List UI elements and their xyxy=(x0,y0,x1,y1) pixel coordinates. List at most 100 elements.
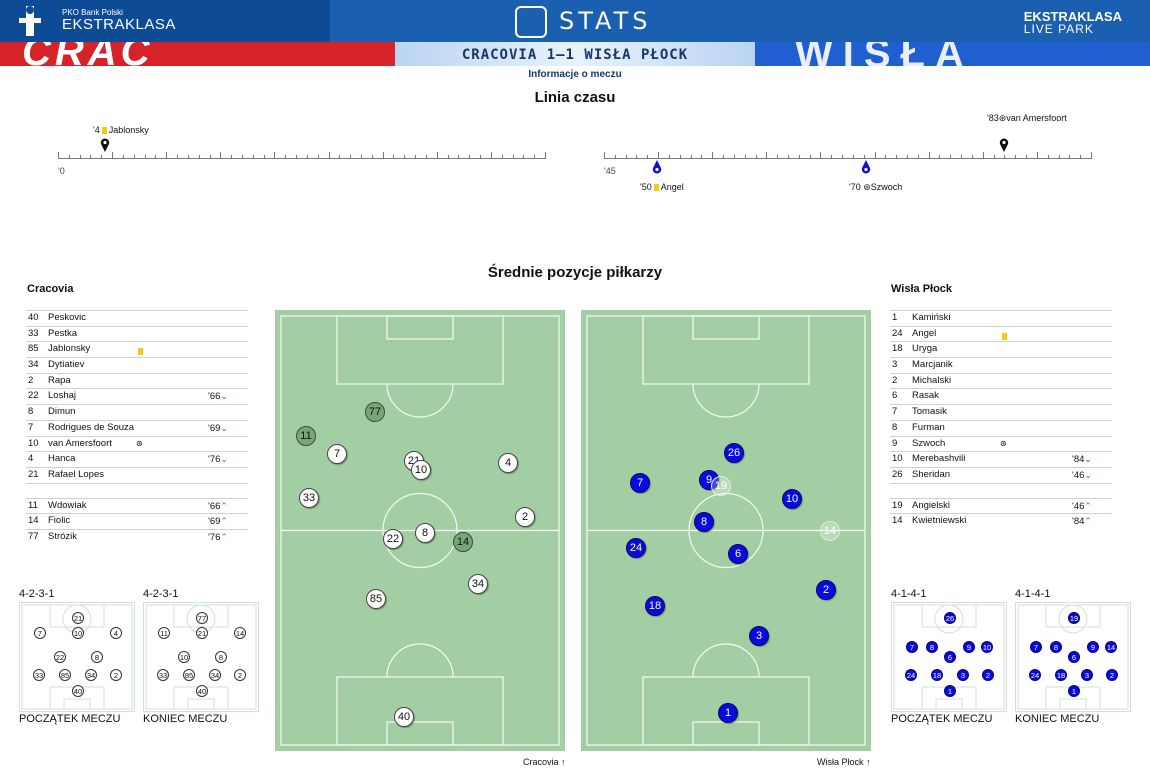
timeline-tick xyxy=(1036,152,1038,159)
player-position-marker[interactable]: 2 xyxy=(515,507,535,527)
player-name: Angielski xyxy=(912,499,951,511)
live-park-logo[interactable]: EKSTRAKLASA LIVE PARK xyxy=(1023,9,1122,36)
roster-row[interactable]: 11 Wdowiak '66⌃ xyxy=(26,497,248,514)
timeline-tick xyxy=(1004,155,1006,159)
match-info-link[interactable]: Informacje o meczu xyxy=(528,69,622,80)
player-number: 10 xyxy=(892,453,903,465)
timeline-tick xyxy=(679,155,681,159)
player-position-marker[interactable]: 18 xyxy=(645,596,665,616)
roster-row[interactable]: 26 Sheridan '46⌄ xyxy=(890,466,1112,483)
roster-row[interactable]: 6 Rasak xyxy=(890,388,1112,404)
timeline-tick xyxy=(744,155,746,159)
roster-row[interactable]: 2 Rapa xyxy=(26,372,248,389)
timeline-tick xyxy=(712,152,714,159)
roster-row[interactable]: 34 Dytiatiev xyxy=(26,357,248,373)
roster-row[interactable]: 22 Loshaj '66⌄ xyxy=(26,388,248,404)
player-position-marker[interactable]: 10 xyxy=(411,460,431,480)
player-name: Fiolic xyxy=(48,515,71,527)
roster-row[interactable]: 8 Furman xyxy=(890,419,1112,436)
roster-row[interactable]: 4 Hanca '76⌄ xyxy=(26,451,248,467)
player-position-marker[interactable]: 1 xyxy=(718,703,738,723)
formation-player-marker: 4 xyxy=(110,627,122,639)
roster-row[interactable]: 10 Merebashvili '84⌄ xyxy=(890,451,1112,467)
player-position-marker[interactable]: 6 xyxy=(728,544,748,564)
roster-row[interactable]: 14 Fiolic '69⌃ xyxy=(26,513,248,529)
away-start-formation-pitch[interactable]: 26 7 8 9 10 6 24 18 3 2 1 xyxy=(891,602,1007,712)
player-position-marker[interactable]: 11 xyxy=(296,426,316,446)
away-end-label: KONIEC MECZU xyxy=(1015,713,1100,725)
player-position-marker[interactable]: 14 xyxy=(820,521,840,541)
roster-row[interactable]: 33 Pestka xyxy=(26,325,248,342)
player-position-marker[interactable]: 4 xyxy=(498,453,518,473)
player-position-marker[interactable]: 2 xyxy=(816,580,836,600)
roster-row[interactable]: 40 Peskovic xyxy=(26,310,248,326)
player-name: Kamiński xyxy=(912,312,951,323)
roster-row[interactable]: 1 Kamiński xyxy=(890,310,1112,326)
player-number: 22 xyxy=(28,390,39,402)
formation-player-marker: 6 xyxy=(1068,651,1080,663)
home-end-formation-pitch[interactable]: 77 11 21 14 10 8 33 85 34 2 40 xyxy=(143,602,259,712)
player-name: Michalski xyxy=(912,374,952,386)
away-end-formation-pitch[interactable]: 19 7 8 9 14 6 24 18 3 2 1 xyxy=(1015,602,1131,712)
roster-row[interactable]: 24 Angel xyxy=(890,325,1112,342)
player-position-marker[interactable]: 26 xyxy=(724,443,744,463)
formation-player-marker: 40 xyxy=(196,685,208,697)
goal-ball-icon: ⊛ xyxy=(136,438,143,448)
roster-row[interactable]: 10 van Amersfoort ⊛ xyxy=(26,435,248,452)
roster-row[interactable]: 3 Marcjanik xyxy=(890,357,1112,373)
timeline-tick xyxy=(501,155,503,159)
roster-row[interactable]: 14 Kwietniewski '84⌃ xyxy=(890,513,1112,529)
player-position-marker[interactable]: 34 xyxy=(468,574,488,594)
player-name: Wdowiak xyxy=(48,499,87,511)
formation-player-marker: 9 xyxy=(1087,641,1099,653)
roster-row[interactable]: 9 Szwoch ⊛ xyxy=(890,435,1112,452)
roster-row[interactable]: 7 Tomasik xyxy=(890,404,1112,420)
roster-row[interactable]: 21 Rafael Lopes xyxy=(26,466,248,483)
player-position-marker[interactable]: 8 xyxy=(694,512,714,532)
player-position-marker[interactable]: 8 xyxy=(415,523,435,543)
timeline-tick xyxy=(122,155,124,159)
home-team-name: Cracovia xyxy=(27,283,74,295)
home-roster: 40 Peskovic 33 Pestka 85 Jablonsky 34 Dytiatiev… xyxy=(26,310,248,545)
roster-row[interactable]: 85 Jablonsky xyxy=(26,341,248,357)
away-event-pin-icon[interactable] xyxy=(861,160,871,174)
player-position-marker[interactable]: 10 xyxy=(782,489,802,509)
player-name: Rasak xyxy=(912,390,939,402)
home-event-pin-icon[interactable] xyxy=(100,138,110,152)
home-event-pin-icon[interactable] xyxy=(999,138,1009,152)
formation-player-marker: 14 xyxy=(234,627,246,639)
timeline-title: Linia czasu xyxy=(534,89,616,106)
player-position-marker[interactable]: 40 xyxy=(394,707,414,727)
player-name: Rapa xyxy=(48,374,71,386)
player-position-marker[interactable]: 77 xyxy=(365,402,385,422)
timeline-tick xyxy=(733,155,735,159)
player-position-marker[interactable]: 14 xyxy=(453,532,473,552)
timeline-tick xyxy=(852,155,854,159)
timeline-tick xyxy=(625,155,627,159)
roster-row[interactable]: 18 Uryga xyxy=(890,341,1112,357)
sub-in-arrow-icon: ⌃ xyxy=(220,531,228,542)
roster-row[interactable]: 7 Rodrigues de Souza '69⌄ xyxy=(26,419,248,436)
home-start-formation-pitch[interactable]: 21 7 10 4 22 8 33 85 34 2 40 xyxy=(19,602,135,712)
player-position-marker[interactable]: 85 xyxy=(366,589,386,609)
player-position-marker[interactable]: 3 xyxy=(749,626,769,646)
stats-logo[interactable]: STATS xyxy=(515,6,651,38)
player-position-marker[interactable]: 33 xyxy=(299,488,319,508)
timeline-tick xyxy=(296,155,298,159)
roster-row[interactable]: 77 Strózik '76⌃ xyxy=(26,528,248,545)
roster-row[interactable]: 2 Michalski xyxy=(890,372,1112,389)
ekstraklasa-brand[interactable]: PKO Bank Polski EKSTRAKLASA xyxy=(62,8,176,33)
away-event-pin-icon[interactable] xyxy=(652,160,662,174)
roster-row[interactable]: 19 Angielski '46⌃ xyxy=(890,497,1112,514)
player-position-marker[interactable]: 7 xyxy=(630,473,650,493)
roster-row[interactable]: 8 Dimun xyxy=(26,404,248,420)
away-average-positions-pitch: 26 7 9 19 10 8 14 24 6 2 18 3 1 xyxy=(581,310,871,751)
timeline-tick xyxy=(415,155,417,159)
substitution-minute: '46⌄ xyxy=(1072,469,1092,481)
player-position-marker[interactable]: 19 xyxy=(711,476,731,496)
player-position-marker[interactable]: 7 xyxy=(327,444,347,464)
timeline-tick xyxy=(339,155,341,159)
timeline-tick xyxy=(371,155,373,159)
player-position-marker[interactable]: 24 xyxy=(626,538,646,558)
player-position-marker[interactable]: 22 xyxy=(383,529,403,549)
